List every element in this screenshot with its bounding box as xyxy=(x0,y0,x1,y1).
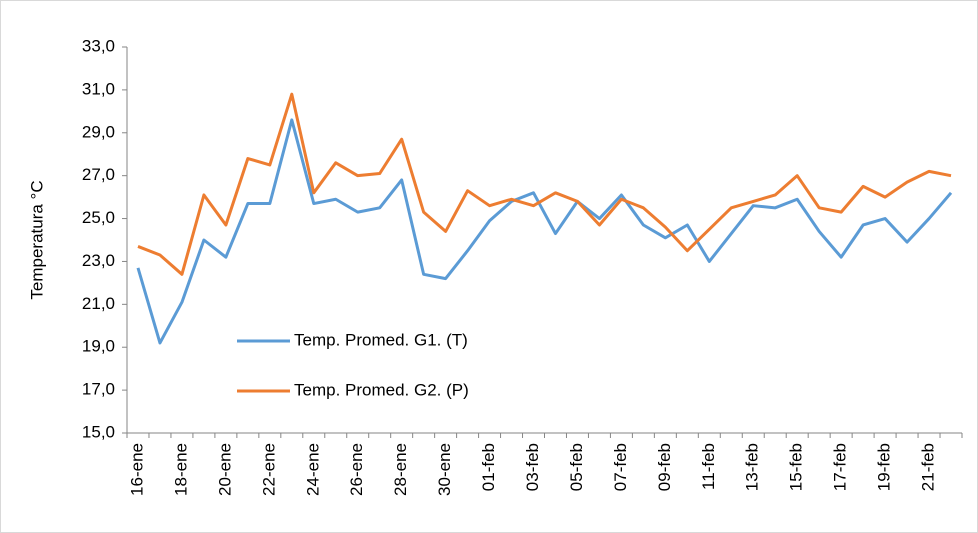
legend-label: Temp. Promed. G2. (P) xyxy=(294,380,469,399)
x-tick-label: 01-feb xyxy=(479,443,498,491)
x-tick-label: 09-feb xyxy=(655,443,674,491)
y-tick-label: 29,0 xyxy=(82,122,115,141)
x-tick-label: 19-feb xyxy=(875,443,894,491)
x-tick-label: 24-ene xyxy=(303,443,322,496)
y-tick-label: 17,0 xyxy=(82,380,115,399)
y-tick-label: 19,0 xyxy=(82,337,115,356)
x-tick-label: 16-ene xyxy=(127,443,146,496)
series-line xyxy=(137,92,952,276)
y-tick-label: 31,0 xyxy=(82,79,115,98)
y-tick-label: 25,0 xyxy=(82,208,115,227)
x-tick-label: 13-feb xyxy=(743,443,762,491)
x-tick-label: 11-feb xyxy=(699,443,718,490)
legend-label: Temp. Promed. G1. (T) xyxy=(294,330,468,349)
y-tick-label: 23,0 xyxy=(82,251,115,270)
x-tick-label: 26-ene xyxy=(347,443,366,496)
x-tick-label: 03-feb xyxy=(523,443,542,491)
x-tick-label: 05-feb xyxy=(567,443,586,491)
y-tick-label: 27,0 xyxy=(82,165,115,184)
series-line xyxy=(136,118,953,345)
x-tick-label: 15-feb xyxy=(787,443,806,491)
y-tick-label: 21,0 xyxy=(82,294,115,313)
x-tick-label: 07-feb xyxy=(611,443,630,491)
x-tick-label: 17-feb xyxy=(831,443,850,491)
x-tick-label: 18-ene xyxy=(171,443,190,496)
x-tick-label: 30-ene xyxy=(435,443,454,496)
y-tick-label: 15,0 xyxy=(82,422,115,441)
x-tick-label: 21-feb xyxy=(919,443,938,491)
x-tick-label: 28-ene xyxy=(391,443,410,496)
x-tick-label: 20-ene xyxy=(215,443,234,496)
y-tick-label: 33,0 xyxy=(82,36,115,55)
x-tick-label: 22-ene xyxy=(259,443,278,496)
y-axis-title: Temperatura °C xyxy=(27,180,46,299)
